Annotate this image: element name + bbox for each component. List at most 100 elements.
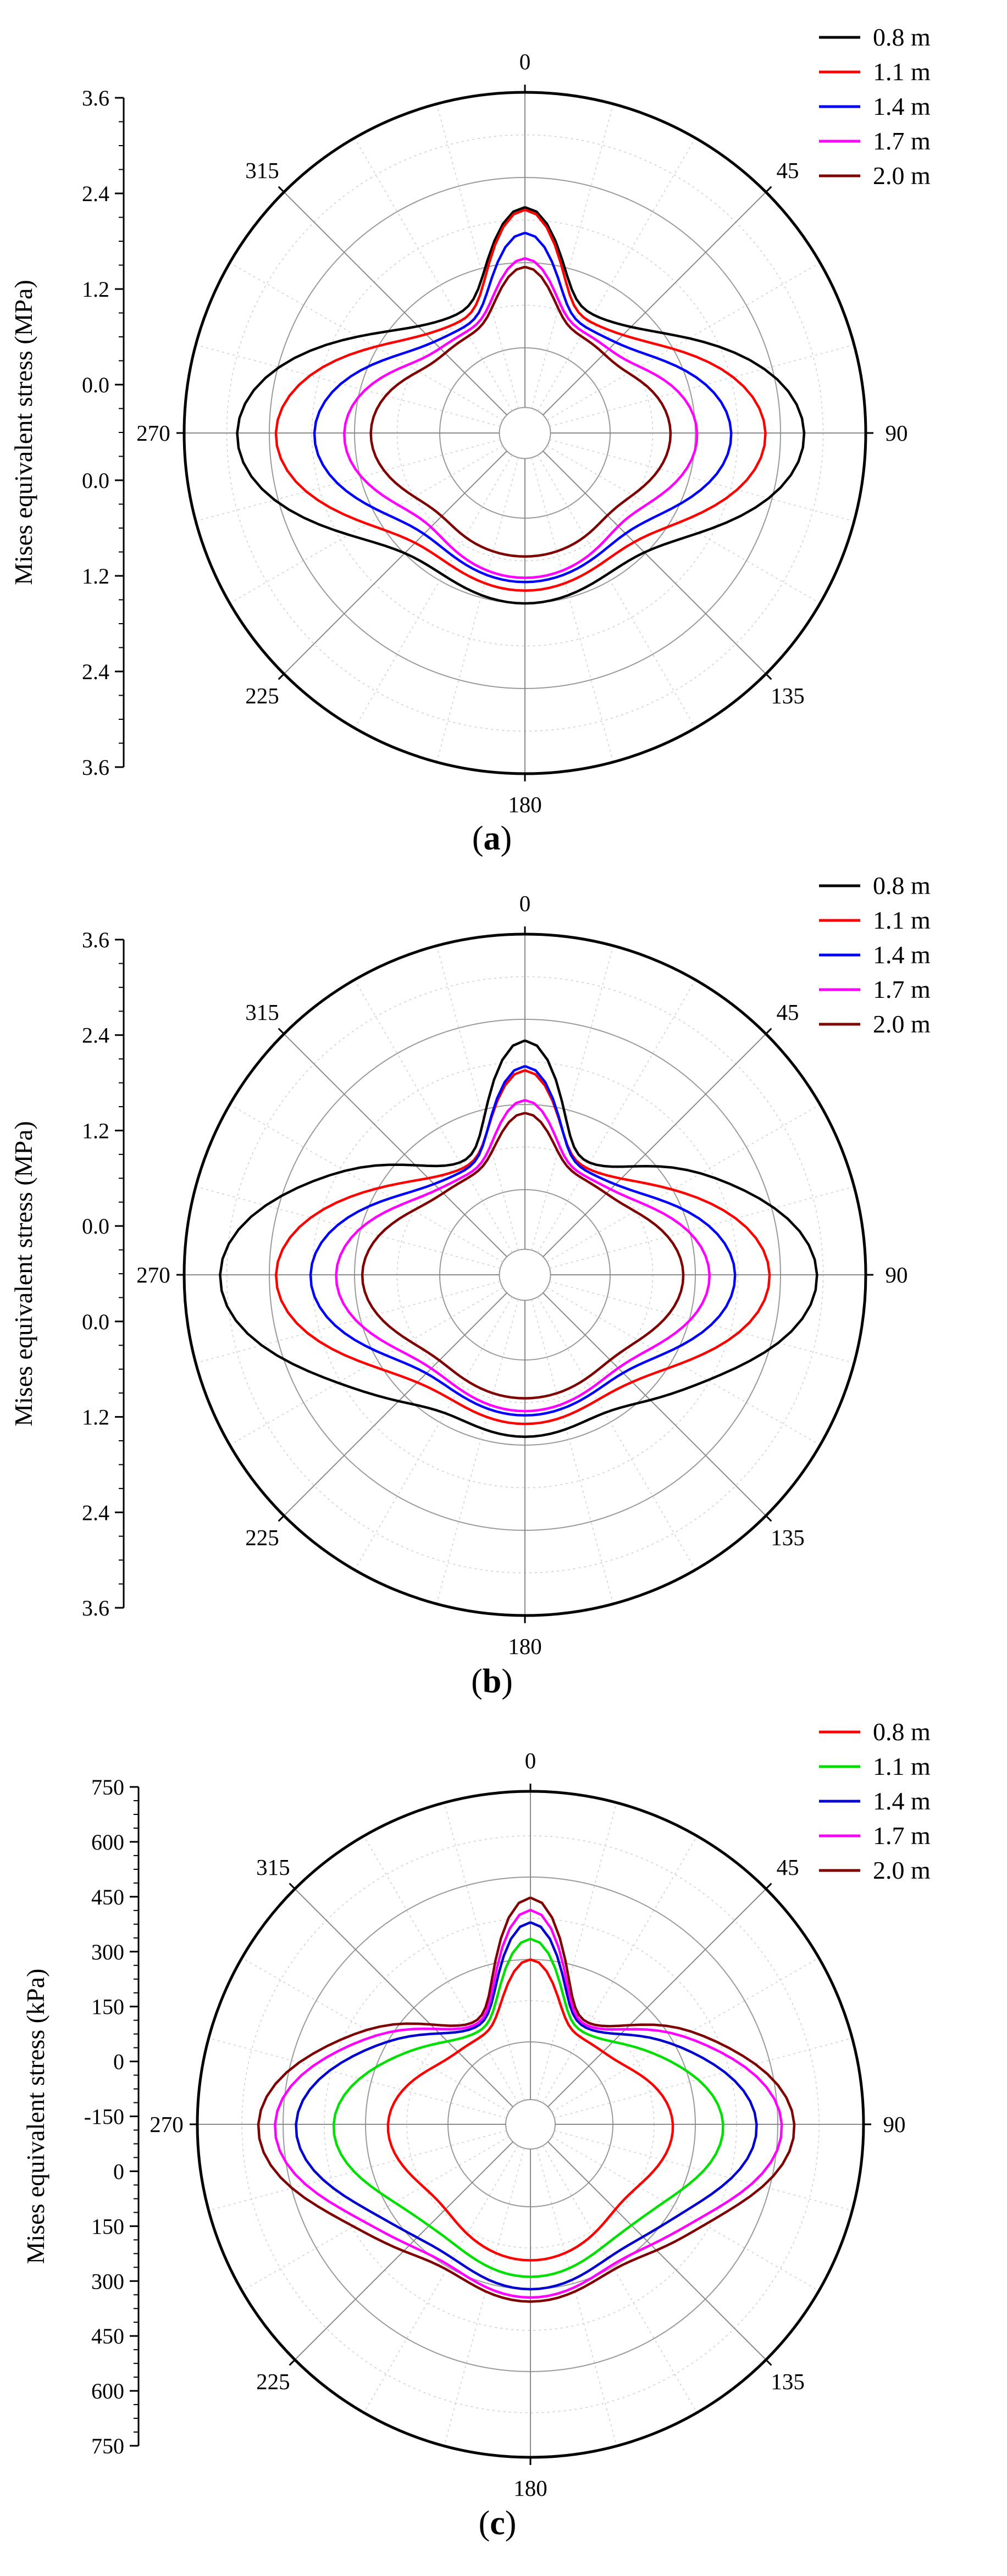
radial-tick-label: 0.0 [82,1309,109,1334]
chart-panel-c: 0 45 90 135 180 225 270 315 750 600 450 300 150 0 -150… [21,1718,931,2542]
angle-label-180: 180 [513,2475,547,2501]
spoke-minor [229,1287,503,1446]
series-line-1-1-m [274,1069,771,1425]
spoke-major [543,1292,767,1517]
radial-tick-label: 0.0 [82,1214,109,1239]
legend-label: 0.8 m [873,23,931,51]
angle-tick [765,1883,772,1890]
radial-tick-label: -150 [84,2105,124,2129]
legend-label: 1.1 m [873,1752,931,1780]
ylabel: Mises equivalent stress (MPa) [9,1121,37,1426]
angle-tick [765,186,772,193]
chart-panel-b: 0 45 90 135 180 225 270 315 3.6 2.4 1.2 0.0 0.0 1.2 2.… [9,871,931,1700]
angle-label-45: 45 [777,1000,799,1025]
radial-tick-label: 300 [91,2269,124,2294]
angle-label-0: 0 [519,891,531,916]
radial-tick-label: 0 [113,2159,124,2184]
angle-label-225: 225 [245,1525,279,1550]
grid-circle [499,407,551,459]
angle-label-225: 225 [256,2369,290,2394]
angle-label-315: 315 [256,1855,290,1880]
series-line-2-0-m [361,1112,685,1400]
spoke-minor [354,454,513,729]
series-line-2-0-m [369,265,672,558]
radial-tick-label: 1.2 [82,1405,109,1430]
spoke-minor [546,1104,821,1263]
series-line-1-7-m [335,1099,711,1413]
spoke-minor [536,1802,617,2101]
angle-label-0: 0 [519,49,531,74]
angle-label-270: 270 [136,1262,170,1287]
spoke-minor [537,454,696,729]
spoke-minor [536,2148,617,2446]
spoke-major [543,1033,767,1257]
spoke-minor [546,445,821,604]
spoke-major [283,191,507,415]
spoke-minor [444,1802,525,2101]
spoke-minor [208,2130,507,2211]
spoke-minor [554,2038,853,2119]
radial-tick-label: 2.4 [82,1023,109,1048]
spoke-minor [537,1296,696,1570]
legend-label: 1.4 m [873,1787,931,1815]
legend-label: 1.7 m [873,975,931,1003]
spoke-minor [354,979,513,1253]
series-line-1-4-m [313,231,733,584]
series-line-1-4-m [309,1065,737,1417]
radial-tick-label: 150 [91,2214,124,2239]
radial-tick-label: 0.0 [82,373,109,397]
chart-panel-a: 0 45 90 135 180 225 270 315 3.6 2.4 1.2 0.0 0.0 1.2 2.… [9,23,931,857]
series-line-1-1-m [332,1937,724,2278]
legend-label: 1.4 m [873,92,931,120]
spoke-minor [208,2038,507,2119]
angle-label-45: 45 [777,1855,799,1880]
radial-tick-label: 450 [91,2324,124,2349]
angle-label-90: 90 [886,1262,908,1287]
radial-tick-label: 750 [91,1775,124,1800]
angle-tick [278,186,285,193]
radial-tick-label: 3.6 [82,928,109,952]
radial-tick-label: 0.0 [82,468,109,493]
spoke-minor [537,979,696,1253]
angle-tick [278,673,285,680]
radial-tick-label: 2.4 [82,659,109,684]
series-line-2-0-m [257,1896,796,2303]
angle-label-315: 315 [245,158,279,183]
angle-label-225: 225 [245,683,279,708]
spoke-minor [229,1104,503,1263]
legend-label: 2.0 m [873,162,931,190]
grid-circle [499,1248,551,1301]
angle-label-180: 180 [508,1634,542,1659]
panel-label: (c) [479,2505,517,2542]
ylabel: Mises equivalent stress (MPa) [9,280,37,585]
angle-label-0: 0 [525,1748,536,1773]
spoke-major [543,451,767,675]
spoke-minor [542,2145,698,2413]
series-line-1-1-m [274,208,767,592]
radial-tick-label: 150 [91,1995,124,2019]
radial-tick-label: 600 [91,1830,124,1855]
angle-tick [765,2359,772,2366]
spoke-major [294,1888,513,2107]
radial-tick-label: 3.6 [82,1596,109,1620]
spoke-minor [363,1835,519,2103]
legend-label: 0.8 m [873,1718,931,1746]
legend-label: 1.7 m [873,1822,931,1850]
radial-tick-label: 750 [91,2434,124,2458]
ylabel: Mises equivalent stress (kPa) [21,1969,49,2264]
angle-tick [765,673,772,680]
radial-tick-label: 600 [91,2379,124,2403]
angle-tick [289,2359,296,2366]
spoke-major [283,451,507,675]
legend-label: 0.8 m [873,871,931,900]
legend-label: 1.4 m [873,941,931,969]
angle-label-135: 135 [771,2369,805,2394]
radial-tick-label: 0 [113,2050,124,2074]
radial-tick-label: 3.6 [82,86,109,110]
radial-tick-label: 2.4 [82,1500,109,1525]
spoke-minor [551,1957,820,2113]
angle-label-90: 90 [886,420,908,446]
spoke-minor [537,137,696,412]
series-line-0-8-m [236,206,806,605]
